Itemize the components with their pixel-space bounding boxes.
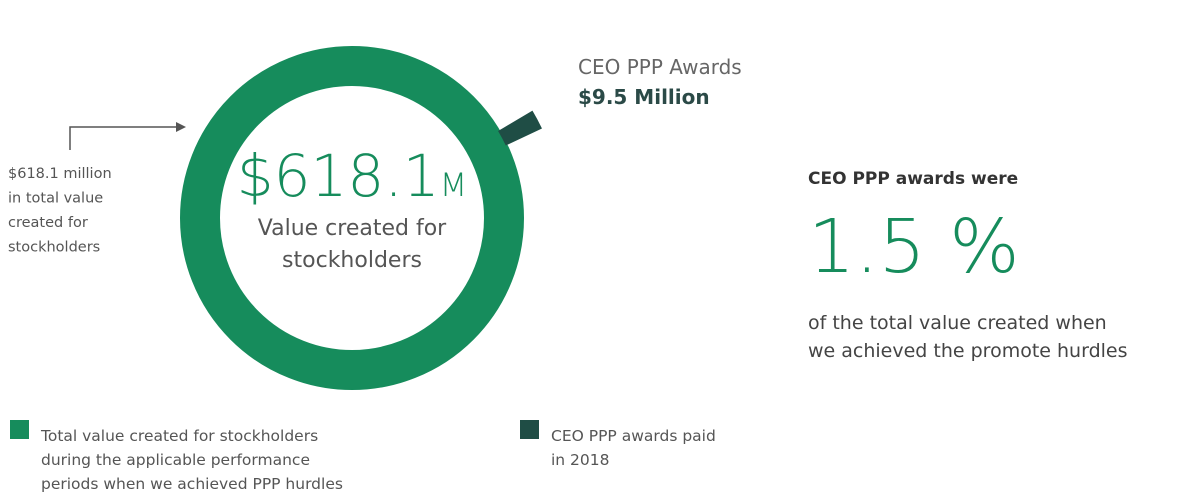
left-annotation: $618.1 million xyxy=(8,166,112,182)
center-amount: $618.1 xyxy=(237,142,440,210)
legend-swatch xyxy=(10,420,29,439)
side-text: of the total value created when xyxy=(808,312,1107,334)
legend-label: in 2018 xyxy=(551,451,610,469)
legend-label: CEO PPP awards paid xyxy=(551,427,716,445)
donut-slice xyxy=(497,110,542,146)
slice-title: CEO PPP Awards xyxy=(578,55,742,79)
left-annotation: stockholders xyxy=(8,240,100,256)
left-annotation: created for xyxy=(8,215,88,231)
side-text: we achieved the promote hurdles xyxy=(808,340,1128,362)
legend-label: periods when we achieved PPP hurdles xyxy=(41,475,343,493)
arrow-head xyxy=(176,122,186,132)
center-caption: Value created for xyxy=(258,216,447,241)
center-unit: M xyxy=(440,166,468,204)
left-annotation: in total value xyxy=(8,191,103,207)
side-figure: 1.5 % xyxy=(808,204,1020,290)
donut-ring xyxy=(180,46,524,390)
slice-label: $9.5 Million xyxy=(578,85,710,109)
side-heading: CEO PPP awards were xyxy=(808,169,1018,189)
annotation-arrow xyxy=(69,126,178,150)
center-caption: stockholders xyxy=(282,248,422,273)
legend-label: during the applicable performance xyxy=(41,451,310,469)
center-value: $618.1M xyxy=(237,142,468,210)
legend-swatch xyxy=(520,420,539,439)
legend-label: Total value created for stockholders xyxy=(40,427,318,445)
